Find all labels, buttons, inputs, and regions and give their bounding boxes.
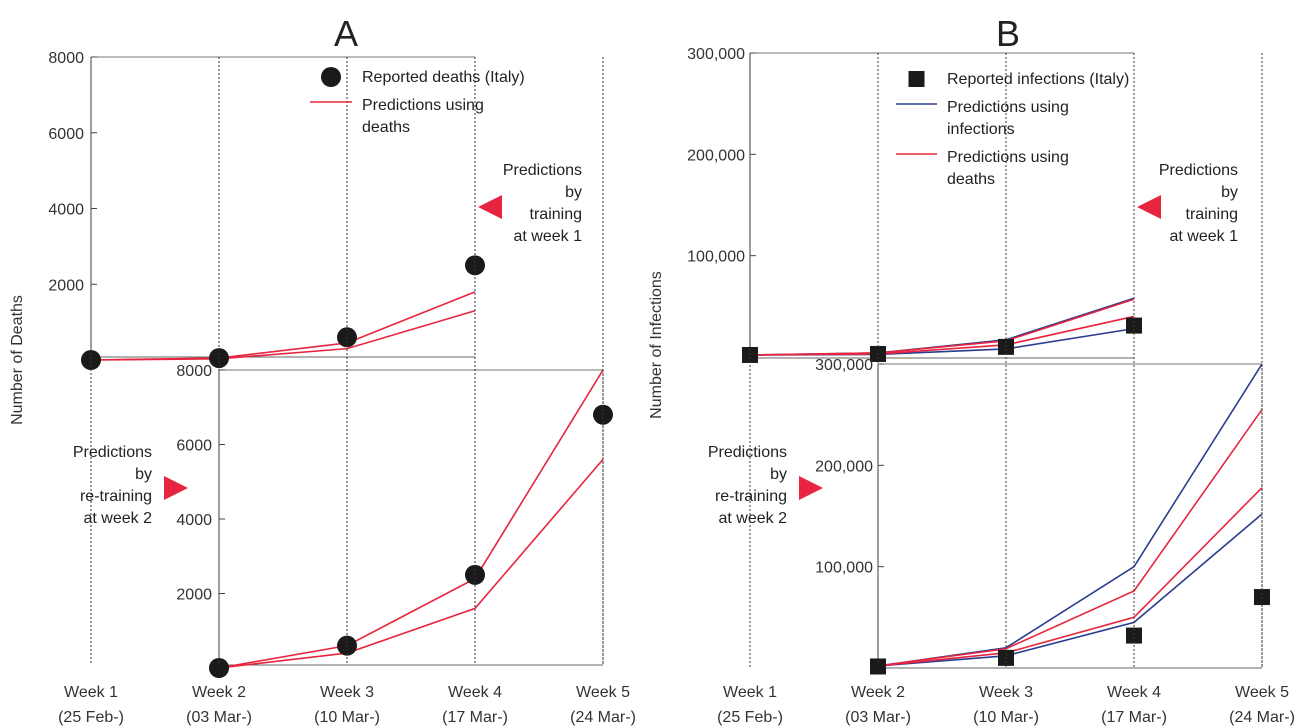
x-tick-date: (25 Feb-) [717,709,783,726]
panel-b-bottom-subplot: 100,000 200,000 300,000 Predictions by re-tra… [708,357,1270,675]
y-tick-label: 300,000 [815,357,873,374]
reported-point [1126,627,1142,644]
legend-label: Reported infections (Italy) [947,71,1129,88]
y-tick-label: 100,000 [815,560,873,577]
x-tick-label: Week 5 [1235,684,1289,701]
x-tick-label: Week 4 [1107,684,1161,701]
annotation-text: at week 1 [1170,228,1239,245]
prediction-line [749,298,1135,356]
annotation-text: by [1221,184,1238,201]
legend-label: Reported deaths (Italy) [362,69,525,86]
prediction-line [877,409,1263,667]
prediction-line [877,487,1263,667]
y-tick-label: 200,000 [687,147,745,164]
y-tick-label: 200,000 [815,458,873,475]
panel-a-x-ticks: Week 1 (25 Feb-) Week 2 (03 Mar-) Week 3 (10 … [58,57,636,726]
legend-marker [321,67,341,87]
y-tick-label: 300,000 [687,46,745,63]
annotation-text: by [565,184,582,201]
annotation-text: by [135,466,152,483]
annotation-text: training [1186,206,1238,223]
legend-label: Predictions using [362,97,484,114]
prediction-line [218,458,604,669]
panel-a-legend: Reported deaths (Italy) Predictions using… [310,67,525,136]
y-tick-label: 2000 [48,277,84,294]
legend-label: deaths [362,119,410,136]
x-tick-date: (03 Mar-) [186,709,252,726]
y-tick-label: 4000 [176,512,212,529]
y-tick-label: 6000 [48,126,84,143]
prediction-line [90,291,476,361]
x-tick-label: Week 1 [723,684,777,701]
panel-b-ylabel: Number of Infections [648,271,665,419]
annotation-text: Predictions [503,162,582,179]
annotation-text: Predictions [708,444,787,461]
panel-a: A Number of Deaths 2000 4000 6000 8000 Predi… [9,13,636,726]
panel-b-top-subplot: 100,000 200,000 300,000 Predictions by traini… [687,46,1238,363]
legend-label: deaths [947,171,995,188]
x-tick-date: (03 Mar-) [845,709,911,726]
prediction-line [218,369,604,669]
x-tick-label: Week 3 [979,684,1033,701]
prediction-line [749,327,1135,356]
y-tick-label: 8000 [48,50,84,67]
panel-a-bottom-subplot: 2000 4000 6000 8000 Predictions by re-training… [73,363,613,678]
y-tick-label: 4000 [48,202,84,219]
annotation-text: by [770,466,787,483]
x-tick-label: Week 5 [576,684,630,701]
annotation-text: re-training [80,488,152,505]
annotation-arrow [1137,195,1161,219]
x-tick-date: (17 Mar-) [442,709,508,726]
annotation-arrow [799,476,823,500]
x-tick-label: Week 4 [448,684,502,701]
x-tick-label: Week 2 [192,684,246,701]
reported-point [209,658,229,678]
annotation-text: Predictions [73,444,152,461]
prediction-line [749,315,1135,356]
panel-a-ylabel: Number of Deaths [9,295,26,425]
annotation-text: re-training [715,488,787,505]
panel-b: B Number of Infections 100,000 200,000 300… [648,13,1295,726]
annotation-text: at week 2 [719,510,788,527]
y-tick-label: 100,000 [687,249,745,266]
x-tick-date: (25 Feb-) [58,709,124,726]
panel-b-legend: Reported infections (Italy) Predictions u… [896,71,1129,188]
x-tick-label: Week 1 [64,684,118,701]
x-tick-label: Week 3 [320,684,374,701]
annotation-text: training [530,206,582,223]
x-tick-date: (24 Mar-) [570,709,636,726]
y-tick-label: 2000 [176,587,212,604]
y-tick-label: 8000 [176,363,212,380]
legend-label: infections [947,121,1015,138]
prediction-line [90,309,476,361]
x-tick-label: Week 2 [851,684,905,701]
x-tick-date: (10 Mar-) [973,709,1039,726]
annotation-arrow [478,195,502,219]
panel-b-title: B [996,13,1020,54]
legend-label: Predictions using [947,99,1069,116]
panel-b-x-ticks: Week 1 (25 Feb-) Week 2 (03 Mar-) Week 3 (10 … [717,53,1295,726]
legend-marker [908,71,925,87]
x-tick-date: (10 Mar-) [314,709,380,726]
annotation-text: at week 2 [84,510,153,527]
x-tick-date: (17 Mar-) [1101,709,1167,726]
annotation-text: at week 1 [514,228,583,245]
annotation-arrow [164,476,188,500]
x-tick-date: (24 Mar-) [1229,709,1295,726]
y-tick-label: 6000 [176,438,212,455]
panel-a-top-subplot: 2000 4000 6000 8000 Predictions by training at … [48,50,582,370]
legend-label: Predictions using [947,149,1069,166]
reported-point [81,350,101,370]
panel-a-title: A [334,13,358,54]
prediction-line [877,513,1263,667]
annotation-text: Predictions [1159,162,1238,179]
